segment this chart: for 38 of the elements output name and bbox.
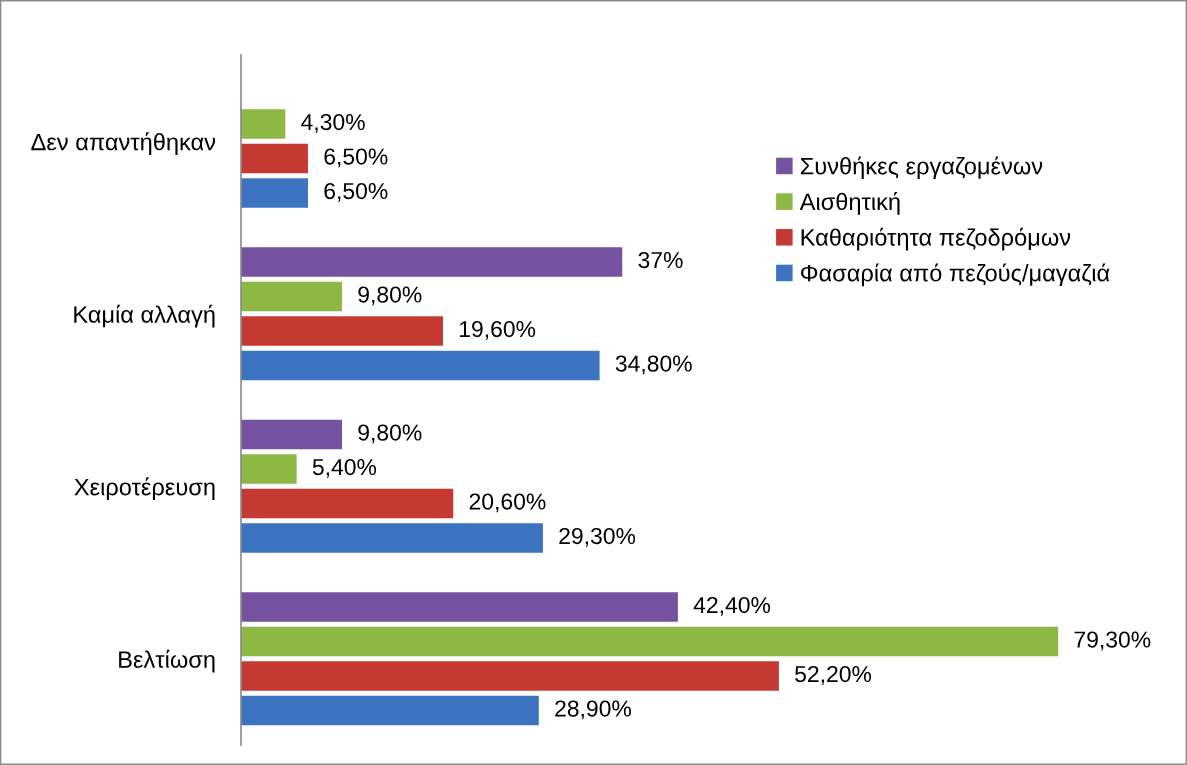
bar [241, 454, 297, 484]
data-label: 6,50% [324, 182, 388, 202]
legend-label: Καθαριότητα πεζοδρόμων [801, 227, 1071, 251]
data-label: 29,30% [559, 527, 636, 547]
data-label: 28,90% [555, 700, 631, 720]
data-label: 20,60% [469, 493, 546, 513]
y-tick-label: Βελτίωση [119, 649, 215, 673]
data-label: 4,30% [301, 113, 365, 133]
bar [241, 523, 543, 553]
data-label: 34,80% [615, 355, 692, 375]
data-label: 19,60% [459, 320, 536, 340]
bar [241, 281, 342, 312]
bar [241, 626, 1059, 657]
data-label: 6,50% [324, 148, 388, 168]
data-label: 42,40% [693, 596, 771, 616]
data-label: 37% [638, 251, 683, 269]
y-tick-label: Καμία αλλαγή [74, 304, 215, 328]
data-label: 9,80% [358, 424, 422, 444]
bar [241, 109, 286, 139]
data-label: 5,40% [312, 458, 377, 478]
y-tick-label: Δεν απαντήθηκαν [31, 132, 216, 156]
bar [241, 143, 308, 174]
bar [241, 695, 539, 726]
y-tick-label: Χειροτέρευση [74, 477, 215, 501]
bar [241, 488, 454, 519]
bar [241, 592, 678, 622]
legend-label: Συνθήκες εργαζομένων [800, 156, 1043, 180]
bar [241, 350, 600, 381]
bar [241, 247, 623, 277]
legend-label: Αισθητική [799, 192, 900, 215]
bar [241, 661, 779, 691]
legend-label: Φασαρία από πεζούς/μαγαζιά [801, 263, 1110, 287]
data-label: 9,80% [358, 286, 422, 306]
bar [241, 316, 443, 346]
bar [241, 419, 342, 450]
data-label: 52,20% [795, 665, 872, 685]
data-label: 79,30% [1074, 631, 1151, 651]
bar [241, 178, 308, 208]
